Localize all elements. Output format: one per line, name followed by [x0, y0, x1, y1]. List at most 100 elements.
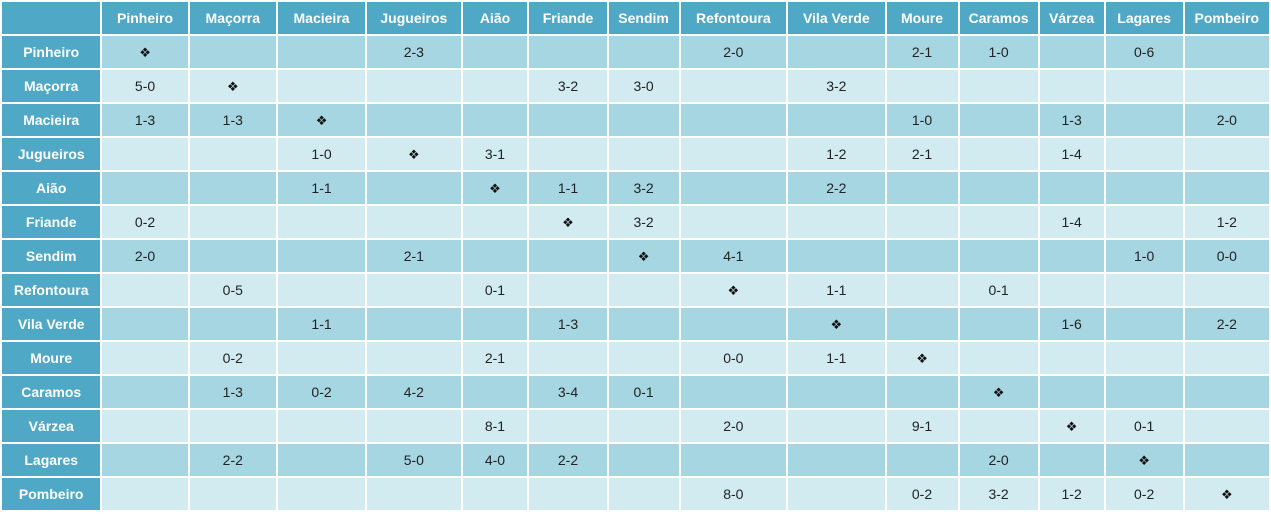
score-cell [959, 342, 1038, 374]
score-cell: 2-1 [886, 138, 958, 170]
score-cell [788, 410, 885, 442]
score-cell [367, 478, 461, 510]
score-cell [102, 172, 188, 204]
score-cell [277, 240, 366, 272]
score-cell [277, 70, 366, 102]
score-cell: 5-0 [102, 70, 188, 102]
score-cell [1184, 36, 1269, 68]
score-cell: 3-2 [608, 206, 679, 238]
column-header-aiao: Aião [462, 2, 528, 34]
score-cell [608, 36, 679, 68]
table-row: Várzea 8-1 2-0 9-1 ❖ 0-1 [2, 410, 1269, 442]
row-header-caramos: Caramos [2, 376, 101, 408]
diamond-symbol-icon: ❖ [1221, 486, 1233, 502]
score-cell [529, 138, 607, 170]
score-cell [886, 240, 958, 272]
score-cell [462, 104, 528, 136]
score-cell [1105, 70, 1183, 102]
score-cell [886, 444, 958, 476]
column-header-jugueiros: Jugueiros [367, 2, 461, 34]
score-cell [367, 410, 461, 442]
table-row: Jugueiros 1-0 ❖ 3-1 1-2 2-1 1-4 [2, 138, 1269, 170]
score-cell [1039, 274, 1104, 306]
table-body: Pinheiro ❖ 2-3 2-0 2-1 1-0 0-6 Maçorra 5-0 ❖ 3-2 3-… [2, 36, 1269, 510]
self-match-cell: ❖ [529, 206, 607, 238]
score-cell: 5-0 [367, 444, 461, 476]
score-cell [1184, 138, 1269, 170]
diamond-symbol-icon: ❖ [830, 316, 843, 332]
score-cell [680, 138, 787, 170]
score-cell: 0-2 [277, 376, 366, 408]
score-cell: 0-0 [680, 342, 787, 374]
column-header-lagares: Lagares [1105, 2, 1183, 34]
row-header-macieira: Macieira [2, 104, 101, 136]
self-match-cell: ❖ [886, 342, 958, 374]
score-cell [102, 342, 188, 374]
score-cell [189, 172, 276, 204]
score-cell [1039, 36, 1104, 68]
score-cell: 2-0 [680, 36, 787, 68]
column-header-macorra: Maçorra [189, 2, 276, 34]
score-cell [462, 36, 528, 68]
score-cell [367, 172, 461, 204]
score-cell [959, 172, 1038, 204]
self-match-cell: ❖ [367, 138, 461, 170]
score-cell: 1-2 [1039, 478, 1104, 510]
corner-cell [2, 2, 101, 34]
score-cell [1105, 376, 1183, 408]
self-match-cell: ❖ [102, 36, 188, 68]
score-cell: 2-3 [367, 36, 461, 68]
row-header-macorra: Maçorra [2, 70, 101, 102]
self-match-cell: ❖ [277, 104, 366, 136]
score-cell: 1-3 [189, 376, 276, 408]
score-cell [959, 138, 1038, 170]
table-row: Caramos 1-3 0-2 4-2 3-4 0-1 ❖ [2, 376, 1269, 408]
score-cell [529, 104, 607, 136]
score-cell [1039, 376, 1104, 408]
score-cell [102, 444, 188, 476]
score-cell [367, 274, 461, 306]
score-cell [959, 410, 1038, 442]
row-header-vila-verde: Vila Verde [2, 308, 101, 340]
score-cell [886, 308, 958, 340]
score-cell [277, 206, 366, 238]
score-cell [529, 478, 607, 510]
score-cell [886, 172, 958, 204]
score-cell [1184, 70, 1269, 102]
column-header-sendim: Sendim [608, 2, 679, 34]
score-cell [189, 308, 276, 340]
score-cell [959, 308, 1038, 340]
diamond-symbol-icon: ❖ [139, 44, 151, 60]
score-cell: 1-3 [189, 104, 276, 136]
score-cell: 1-1 [788, 274, 885, 306]
score-cell: 1-1 [277, 172, 366, 204]
diamond-symbol-icon: ❖ [637, 248, 650, 264]
table-row: Moure 0-2 2-1 0-0 1-1 ❖ [2, 342, 1269, 374]
score-cell: 3-2 [959, 478, 1038, 510]
score-cell: 1-3 [1039, 104, 1104, 136]
score-cell [788, 240, 885, 272]
score-cell [788, 376, 885, 408]
score-cell [189, 478, 276, 510]
diamond-symbol-icon: ❖ [226, 78, 239, 94]
table-row: Pombeiro 8-0 0-2 3-2 1-2 0-2 ❖ [2, 478, 1269, 510]
score-cell: 3-2 [788, 70, 885, 102]
score-cell [1039, 172, 1104, 204]
score-cell [529, 410, 607, 442]
table-row: Sendim 2-0 2-1 ❖ 4-1 1-0 0-0 [2, 240, 1269, 272]
score-cell [886, 274, 958, 306]
score-cell: 2-0 [102, 240, 188, 272]
score-cell [1039, 70, 1104, 102]
score-cell [959, 70, 1038, 102]
score-cell: 0-0 [1184, 240, 1269, 272]
self-match-cell: ❖ [680, 274, 787, 306]
table-row: Refontoura 0-5 0-1 ❖ 1-1 0-1 [2, 274, 1269, 306]
score-cell [462, 206, 528, 238]
score-cell [959, 104, 1038, 136]
table-row: Aião 1-1 ❖ 1-1 3-2 2-2 [2, 172, 1269, 204]
score-cell [886, 70, 958, 102]
score-cell: 3-0 [608, 70, 679, 102]
score-cell [529, 36, 607, 68]
row-header-varzea: Várzea [2, 410, 101, 442]
